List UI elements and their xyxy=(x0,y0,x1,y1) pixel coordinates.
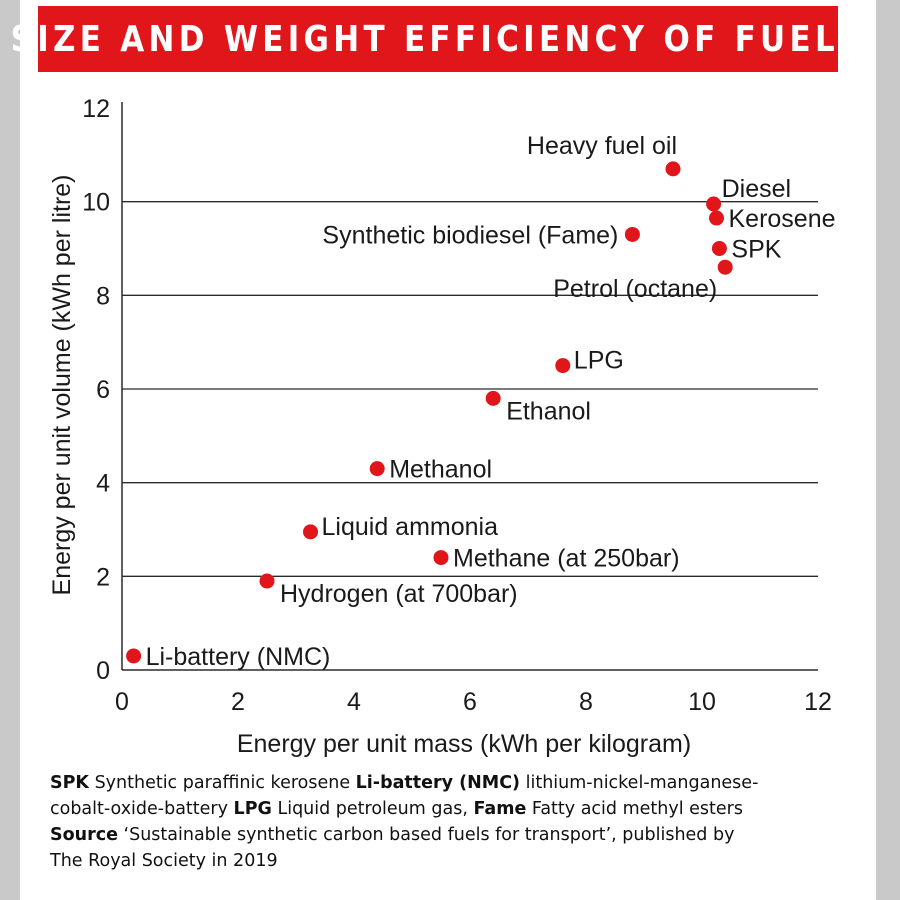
footnote-text: Liquid petroleum gas, xyxy=(271,799,474,819)
footnote-text: The Royal Society in 2019 xyxy=(50,851,278,871)
chart-title: SIZE AND WEIGHT EFFICIENCY OF FUELS xyxy=(10,18,866,60)
footnote-term-spk: SPK xyxy=(50,773,89,793)
data-point xyxy=(665,161,681,177)
point-label: Hydrogen (at 700bar) xyxy=(280,580,518,608)
point-label: Ethanol xyxy=(506,397,591,425)
footnote: SPK Synthetic paraffinic kerosene Li-bat… xyxy=(50,770,850,874)
x-tick-label: 0 xyxy=(115,688,129,716)
data-point xyxy=(717,259,733,275)
y-tick-label: 10 xyxy=(82,189,110,217)
x-tick-label: 8 xyxy=(579,688,593,716)
footnote-line-4: The Royal Society in 2019 xyxy=(50,848,850,874)
point-label: Liquid ammonia xyxy=(322,513,499,541)
data-points xyxy=(126,161,733,664)
x-axis-title: Energy per unit mass (kWh per kilogram) xyxy=(237,730,691,758)
point-label: Kerosene xyxy=(729,205,836,233)
data-point xyxy=(369,461,385,477)
data-point xyxy=(433,550,449,566)
footnote-line-2: cobalt-oxide-battery LPG Liquid petroleu… xyxy=(50,796,850,822)
footnote-text: Fatty acid methyl esters xyxy=(526,799,743,819)
data-point xyxy=(126,648,142,664)
data-point xyxy=(706,196,722,212)
axes xyxy=(121,102,818,671)
data-point xyxy=(555,358,571,374)
y-tick-label: 8 xyxy=(96,282,110,310)
y-tick-label: 4 xyxy=(96,470,110,498)
point-label: Petrol (octane) xyxy=(553,275,717,303)
footnote-term-lpg: LPG xyxy=(233,799,272,819)
point-label: Diesel xyxy=(722,175,791,203)
footnote-term-fame: Fame xyxy=(473,799,527,819)
footnote-text: lithium-nickel-manganese- xyxy=(520,773,759,793)
point-label: SPK xyxy=(731,236,781,264)
tick-labels: 0 2 4 6 8 10 12 0 2 4 6 8 10 12 xyxy=(82,95,832,716)
x-tick-label: 2 xyxy=(231,688,245,716)
grid-lines xyxy=(122,201,818,577)
x-tick-label: 6 xyxy=(463,688,477,716)
data-point xyxy=(711,241,727,256)
point-label: Li-battery (NMC) xyxy=(146,643,331,671)
data-point xyxy=(259,573,275,589)
point-label: Heavy fuel oil xyxy=(527,132,677,160)
data-point xyxy=(709,210,724,226)
y-axis-title: Energy per unit volume (kWh per litre) xyxy=(48,175,76,596)
point-label: LPG xyxy=(574,347,624,375)
point-label: Methane (at 250bar) xyxy=(453,545,680,573)
x-tick-label: 12 xyxy=(804,688,832,716)
footnote-text: cobalt-oxide-battery xyxy=(50,799,234,819)
x-tick-label: 4 xyxy=(347,688,361,716)
title-banner: SIZE AND WEIGHT EFFICIENCY OF FUELS xyxy=(11,6,861,72)
footnote-term-source: Source xyxy=(50,825,118,845)
footnote-line-3: Source ‘Sustainable synthetic carbon bas… xyxy=(50,822,850,848)
chart-card xyxy=(20,0,876,900)
y-tick-label: 0 xyxy=(96,657,110,685)
footnote-text: ‘Sustainable synthetic carbon based fuel… xyxy=(117,825,735,845)
y-tick-label: 2 xyxy=(96,563,110,591)
y-tick-label: 12 xyxy=(82,95,110,123)
footnote-text: Synthetic paraffinic kerosene xyxy=(89,773,356,793)
x-tick-label: 10 xyxy=(688,688,716,716)
point-label: Synthetic biodiesel (Fame) xyxy=(322,221,618,249)
data-point xyxy=(485,390,501,406)
data-point xyxy=(303,524,318,540)
y-tick-label: 6 xyxy=(96,376,110,404)
footnote-term-li-battery: Li-battery (NMC) xyxy=(355,773,521,793)
point-label: Methanol xyxy=(389,456,492,484)
data-point xyxy=(624,226,640,242)
footnote-line-1: SPK Synthetic paraffinic kerosene Li-bat… xyxy=(50,770,850,796)
